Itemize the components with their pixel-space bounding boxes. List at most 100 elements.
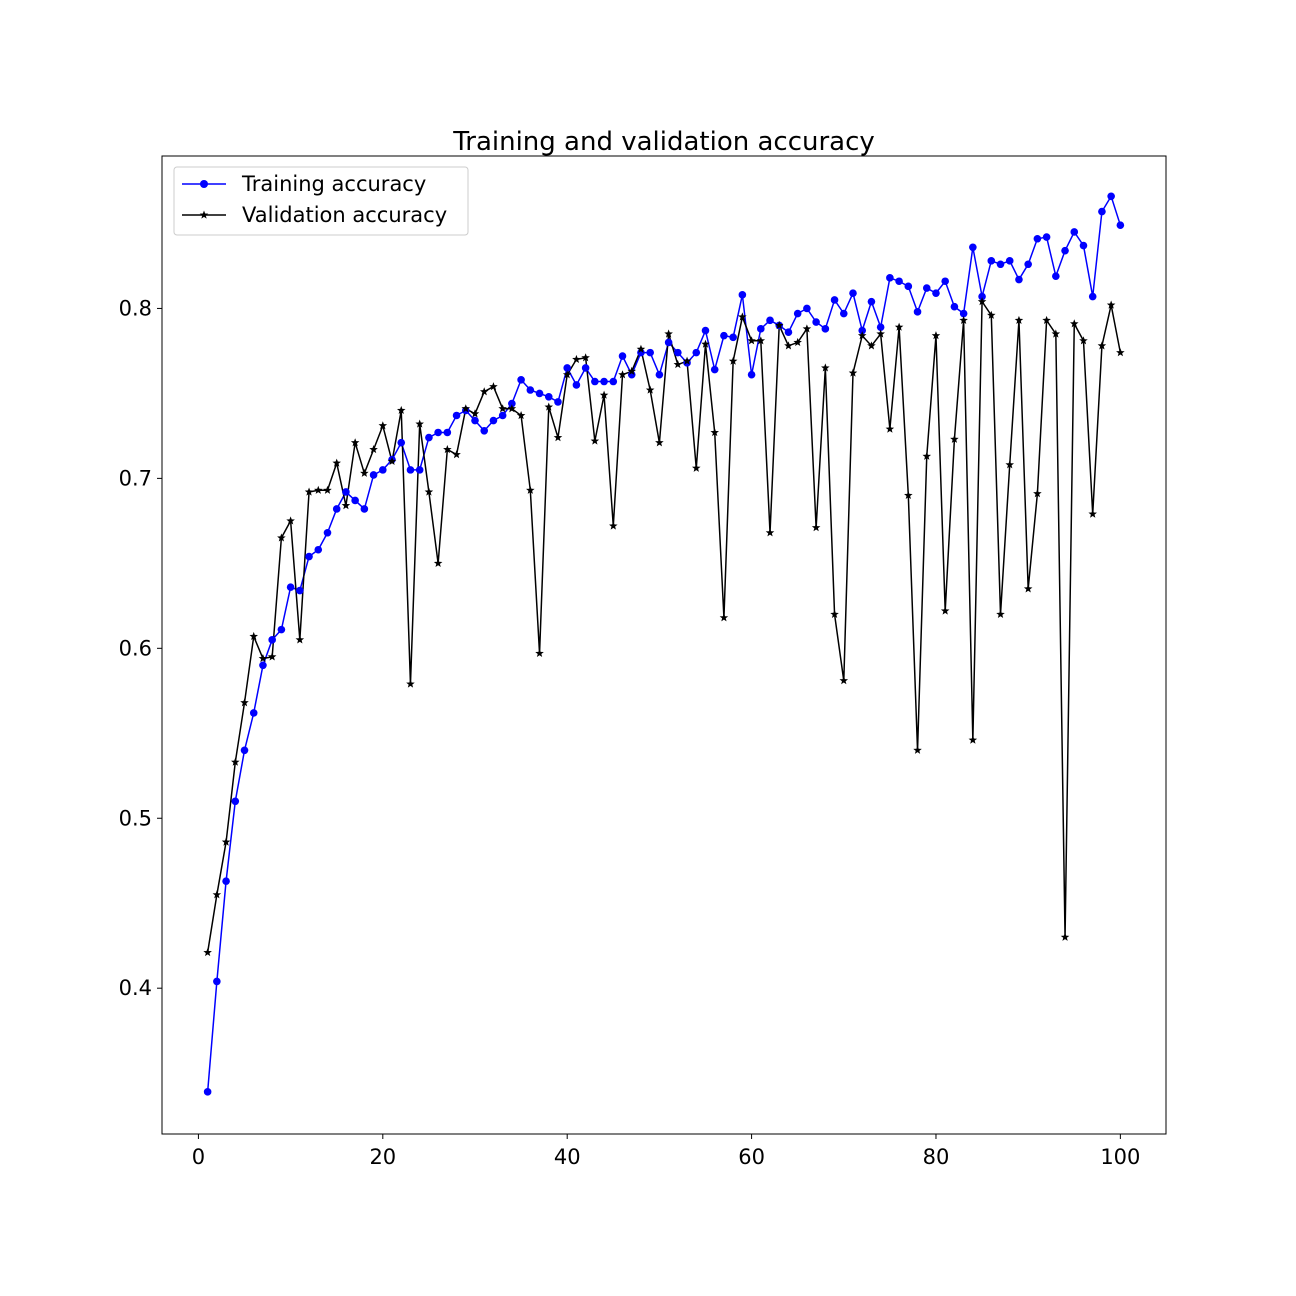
data-point-validation [1014,315,1024,324]
data-point-validation [793,337,802,347]
data-point-training [950,302,959,311]
data-point-training [535,389,544,398]
data-point-validation [636,344,646,353]
data-point-training [701,326,710,335]
data-point-validation [747,336,756,345]
data-point-validation [452,450,461,459]
data-point-training [517,376,525,384]
data-point-validation [609,521,618,530]
data-point-training [821,325,830,333]
data-point-training [1005,257,1014,265]
data-point-validation [913,745,922,754]
data-point-training [259,661,267,670]
data-point-training [1098,207,1106,216]
data-point-training [766,316,774,325]
data-point-validation [894,322,904,331]
data-point-training [1070,228,1079,236]
data-point-training [655,370,664,379]
data-point-validation [378,421,388,430]
data-point-validation [765,528,775,537]
data-point-validation [922,451,932,460]
data-point-validation [710,427,719,437]
data-point-validation [258,654,268,663]
data-point-training [692,348,701,357]
data-point-validation [249,631,259,641]
y-tick-label: 0.5 [119,806,152,830]
data-point-validation [839,676,849,685]
data-point-validation [774,320,784,330]
data-point-validation [221,837,231,846]
data-point-training [1107,192,1115,201]
data-point-training [268,636,276,644]
data-point-validation [203,948,212,957]
data-point-training [959,309,968,318]
data-point-training [406,466,415,474]
data-point-training [618,352,627,360]
data-point-training [1015,275,1023,284]
data-point-validation [848,368,858,377]
x-tick-label: 100 [1100,1145,1140,1169]
data-point-validation [535,648,544,658]
data-point-validation [1023,584,1033,593]
data-point-validation [489,382,498,391]
data-point-training [1042,233,1051,241]
data-point-validation [295,635,305,644]
data-point-training [434,428,442,437]
data-point-validation [507,404,517,413]
x-tick-label: 0 [192,1145,205,1169]
data-point-training [544,393,553,401]
data-point-training [904,282,913,291]
data-point-validation [424,487,434,496]
data-point-validation [968,735,978,744]
data-point-training [222,877,230,885]
data-point-training [397,438,406,447]
data-point-validation [802,324,812,333]
data-point-validation [701,339,710,348]
data-point-validation [396,405,406,415]
legend: Training accuracy Validation accuracy [173,166,469,236]
data-point-validation [212,890,222,899]
data-point-validation [1116,348,1125,357]
data-point-validation [931,331,941,340]
data-point-training [360,505,369,513]
data-point-validation [821,363,830,372]
x-tick-label: 80 [923,1145,950,1169]
data-point-training [296,586,304,595]
data-point-validation [655,438,664,447]
data-point-training [886,274,894,282]
data-point-validation [950,434,959,443]
data-point-validation [885,424,895,433]
data-point-training [314,545,323,554]
data-point-training [563,364,571,372]
x-tick-label: 20 [369,1145,396,1169]
data-point-training [415,466,424,474]
data-point-validation [1033,489,1042,498]
data-point-validation [940,606,950,615]
data-point-validation [876,329,885,338]
data-point-training [609,377,618,386]
data-point-training [895,277,903,286]
axes-frame [161,155,1167,1135]
data-point-training [526,386,535,394]
data-point-validation [387,456,397,466]
series-line-1 [206,299,1122,953]
data-point-training [554,398,562,406]
data-point-validation [369,444,378,454]
plot-markers [203,192,1125,1096]
data-point-validation [830,609,839,618]
data-point-validation [231,757,240,766]
data-point-training [978,292,986,301]
data-point-training [213,977,221,986]
data-point-training [729,333,737,342]
data-point-training [1088,292,1097,301]
data-point-training [1033,234,1042,243]
data-point-validation [581,353,590,362]
data-point-training [332,505,341,513]
data-point-validation [1069,319,1079,328]
data-point-training [867,297,876,306]
data-point-training [757,325,765,333]
data-point-validation [498,404,507,413]
chart-title: Training and validation accuracy [452,127,875,157]
data-point-training [1024,260,1032,269]
